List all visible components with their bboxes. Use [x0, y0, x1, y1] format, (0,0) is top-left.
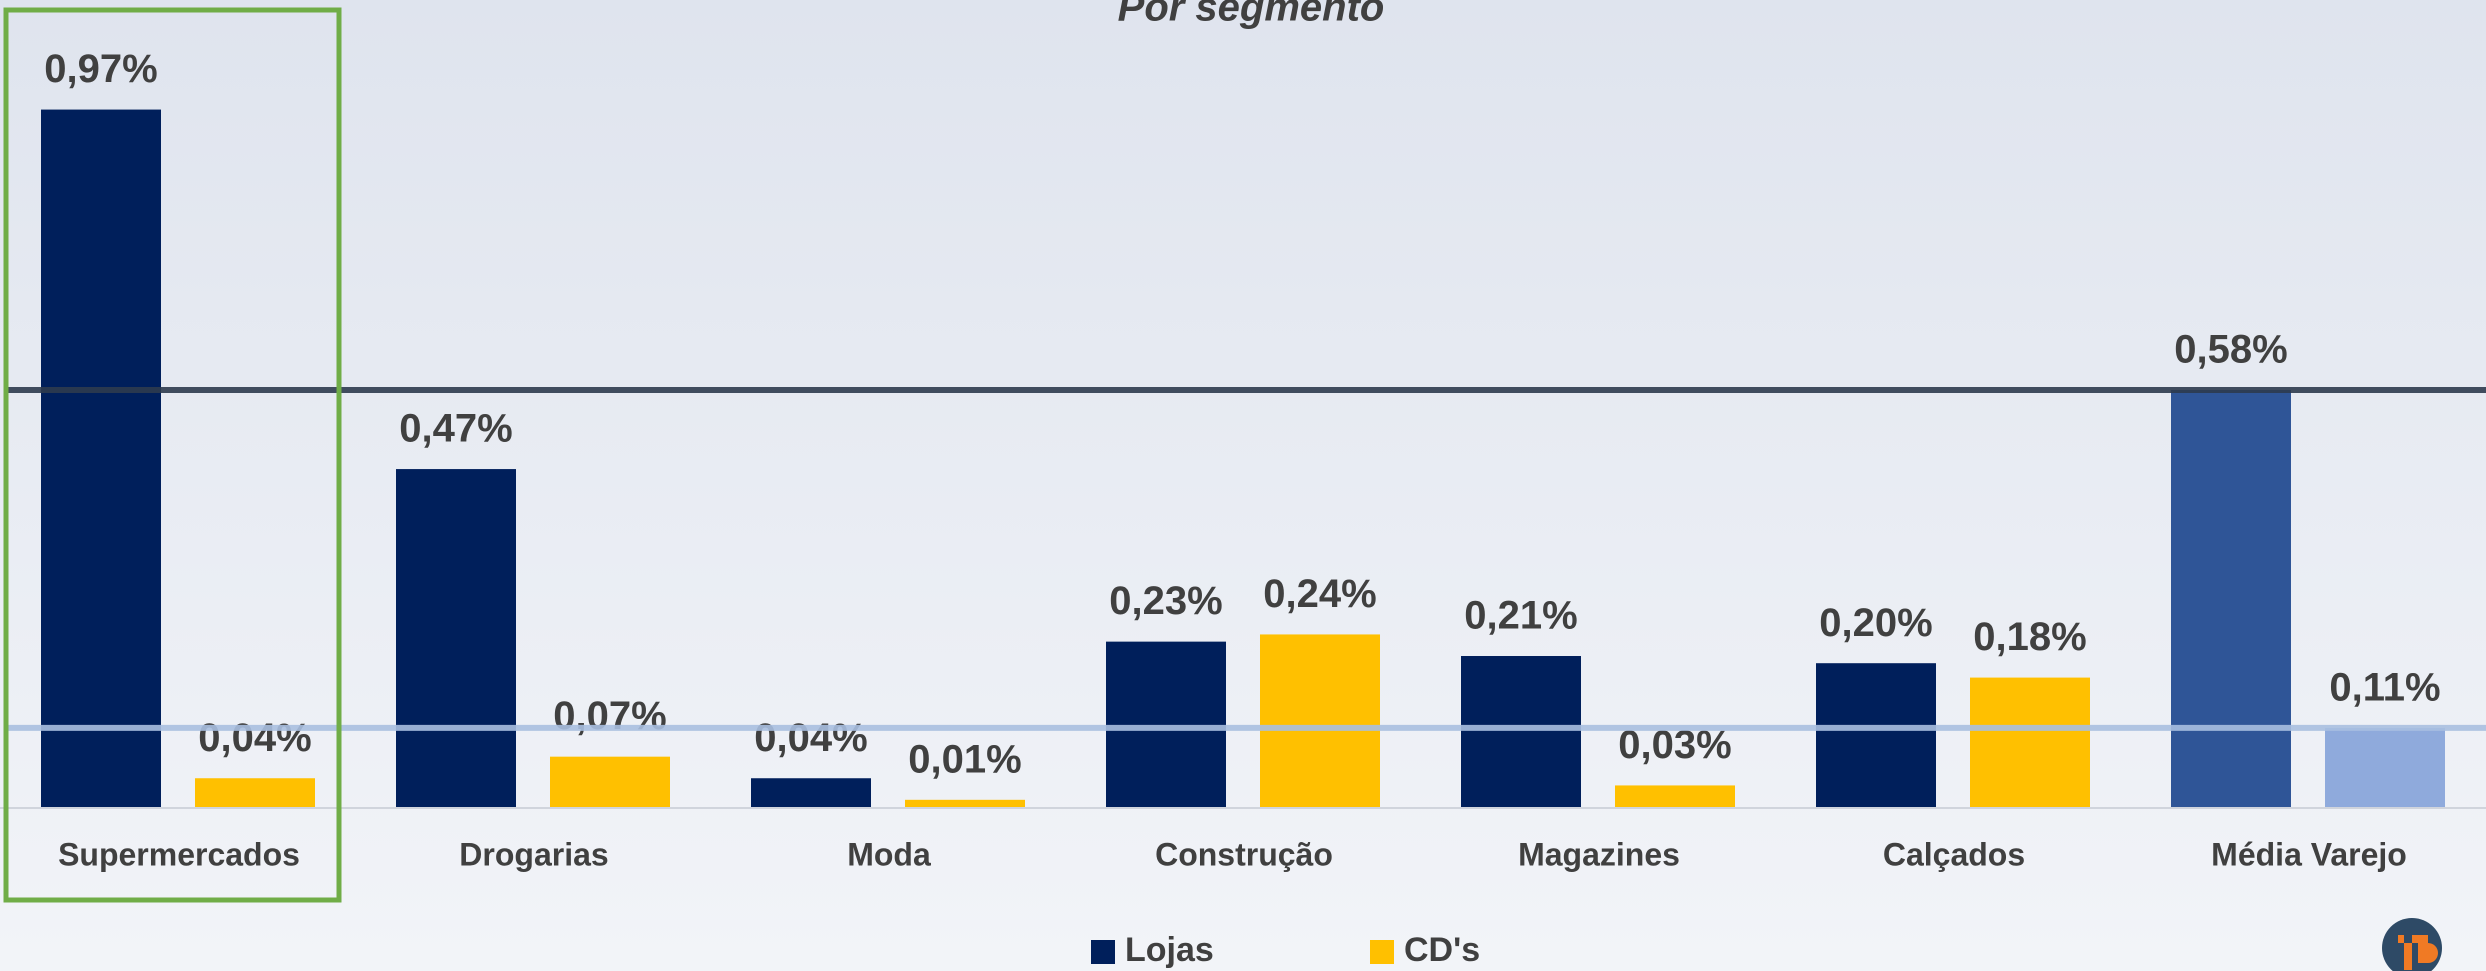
value-label: 0,58%	[2174, 328, 2287, 372]
legend-label: Lojas	[1125, 931, 1214, 969]
bar	[1461, 656, 1581, 807]
bar	[2171, 389, 2291, 807]
value-label: 0,21%	[1464, 594, 1577, 638]
bar	[1816, 663, 1936, 807]
legend-swatch	[1091, 940, 1115, 964]
bar	[1106, 641, 1226, 807]
x-tick-label: Média Varejo	[2211, 836, 2407, 872]
value-label: 0,18%	[1973, 615, 2086, 659]
legend-swatch	[1370, 940, 1394, 964]
bar	[905, 799, 1025, 807]
x-tick-label: Supermercados	[58, 836, 300, 872]
bar	[1970, 677, 2090, 807]
legend-label: CD's	[1404, 931, 1480, 969]
value-label: 0,07%	[553, 694, 666, 738]
bar	[41, 109, 161, 807]
chart-title: Por segmento	[1118, 0, 1385, 30]
highlight-box	[3, 7, 342, 903]
bar	[2325, 727, 2445, 807]
bar	[1260, 634, 1380, 807]
bar	[751, 778, 871, 807]
value-label: 0,24%	[1263, 572, 1376, 616]
value-label: 0,11%	[2329, 665, 2440, 709]
value-label: 0,47%	[399, 407, 512, 451]
x-tick-label: Calçados	[1883, 836, 2025, 872]
value-label: 0,04%	[754, 716, 867, 760]
x-tick-label: Magazines	[1518, 836, 1680, 872]
bar	[550, 756, 670, 807]
x-tick-label: Moda	[847, 836, 931, 872]
value-label: 0,20%	[1819, 601, 1932, 645]
value-label: 0,23%	[1109, 579, 1222, 623]
bar	[396, 469, 516, 807]
x-tick-label: Drogarias	[459, 836, 608, 872]
logo	[2382, 918, 2442, 971]
value-label: 0,01%	[908, 737, 1021, 781]
x-tick-label: Construção	[1155, 836, 1333, 872]
bar	[195, 778, 315, 807]
bar	[1615, 785, 1735, 807]
value-label: 0,97%	[44, 47, 157, 91]
value-label: 0,04%	[198, 716, 311, 760]
